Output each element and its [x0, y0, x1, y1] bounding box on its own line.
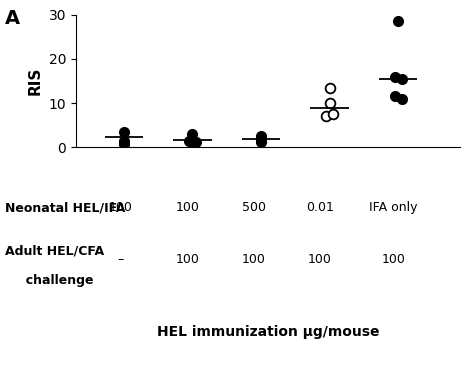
- Text: 100: 100: [382, 253, 405, 266]
- Text: challenge: challenge: [17, 274, 93, 287]
- Text: Adult HEL/CFA: Adult HEL/CFA: [5, 245, 104, 258]
- Text: IFA only: IFA only: [369, 201, 418, 215]
- Text: 100: 100: [242, 253, 265, 266]
- Text: Neonatal HEL/IFA: Neonatal HEL/IFA: [5, 201, 125, 215]
- Text: 0.01: 0.01: [306, 201, 334, 215]
- Text: 100: 100: [109, 201, 133, 215]
- Y-axis label: RIS: RIS: [28, 67, 43, 95]
- Text: –: –: [118, 253, 124, 266]
- Text: 500: 500: [242, 201, 265, 215]
- Text: 100: 100: [308, 253, 332, 266]
- Text: 100: 100: [175, 253, 199, 266]
- Text: A: A: [5, 9, 20, 28]
- Text: HEL immunization μg/mouse: HEL immunization μg/mouse: [156, 325, 379, 339]
- Text: 100: 100: [175, 201, 199, 215]
